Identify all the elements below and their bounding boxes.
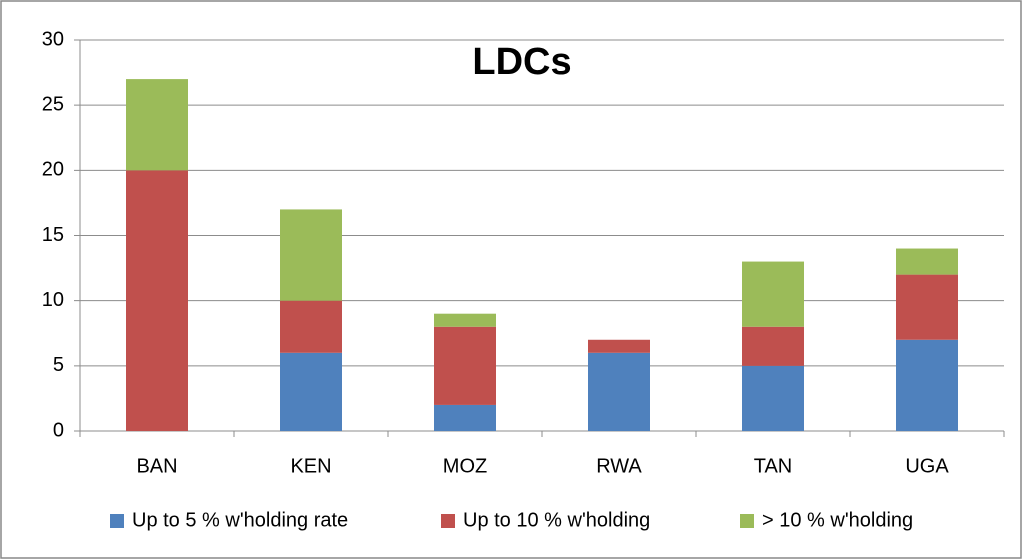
bar-segment [126, 170, 188, 432]
legend-swatch [441, 514, 455, 528]
bar-segment [742, 326, 804, 366]
y-tick-label: 30 [42, 28, 64, 50]
bar-segment [280, 300, 342, 353]
x-tick-label: MOZ [443, 455, 487, 477]
bar-segment [896, 274, 958, 340]
x-tick-label: UGA [905, 455, 949, 477]
bar-segment [896, 248, 958, 275]
y-tick-label: 15 [42, 224, 64, 246]
legend-label: Up to 10 % w'holding [463, 509, 650, 531]
bar-segment [896, 339, 958, 431]
legend-label: > 10 % w'holding [762, 509, 913, 531]
x-tick-label: TAN [754, 455, 793, 477]
bar-segment [742, 261, 804, 327]
bar-segment [126, 79, 188, 171]
y-tick-label: 5 [53, 354, 64, 376]
x-tick-label: RWA [596, 455, 642, 477]
bar-segment [280, 209, 342, 301]
bar-segment [280, 352, 342, 431]
y-tick-label: 10 [42, 289, 64, 311]
legend-swatch [740, 514, 754, 528]
x-tick-label: BAN [136, 455, 177, 477]
bar-segment [434, 404, 496, 431]
bar-segment [588, 352, 650, 431]
bar-segment [434, 313, 496, 327]
chart-title: LDCs [472, 41, 571, 83]
x-tick-label: KEN [290, 455, 331, 477]
bar-segment [742, 365, 804, 431]
legend-swatch [110, 514, 124, 528]
bar-segment [434, 326, 496, 405]
y-tick-label: 0 [53, 419, 64, 441]
y-tick-label: 25 [42, 93, 64, 115]
bar-segment [588, 339, 650, 353]
y-tick-label: 20 [42, 159, 64, 181]
legend-label: Up to 5 % w'holding rate [132, 509, 348, 531]
